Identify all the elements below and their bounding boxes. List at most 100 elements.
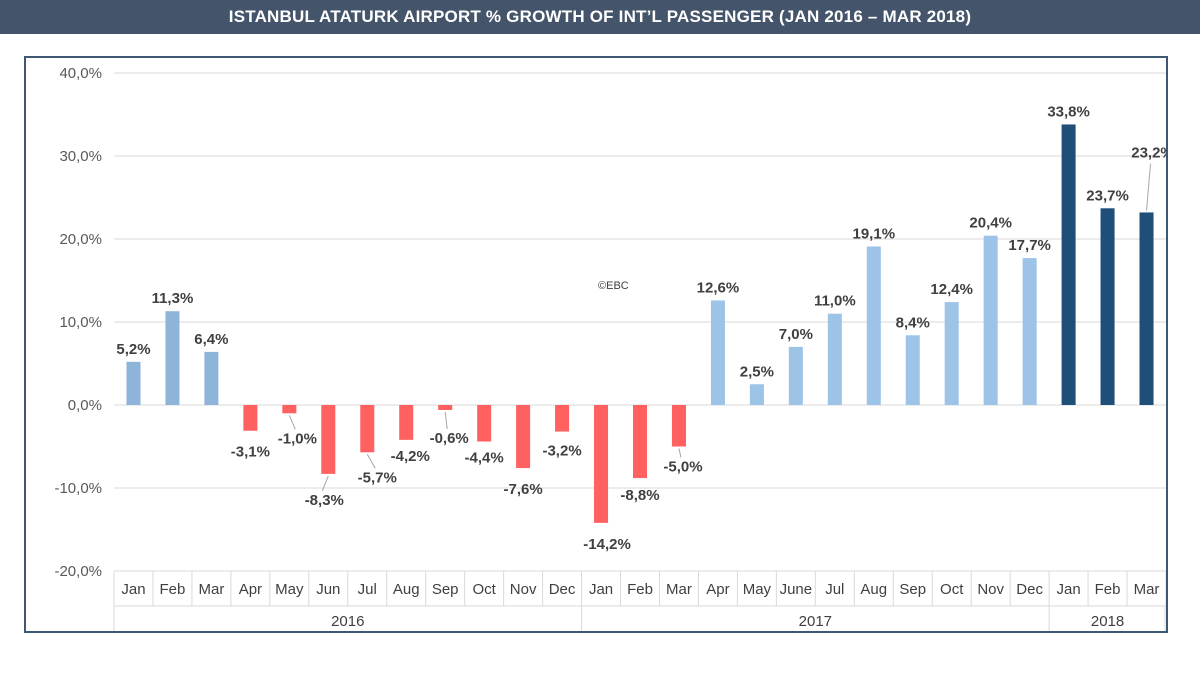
x-tick-label: May <box>743 581 772 598</box>
data-label: 19,1% <box>853 225 896 242</box>
data-label: 6,4% <box>194 331 228 348</box>
data-label: -5,0% <box>663 459 702 476</box>
x-tick-label: Jul <box>358 581 377 598</box>
data-label: 11,0% <box>814 293 856 310</box>
y-tick-label: -20,0% <box>54 563 102 580</box>
bar <box>282 405 297 414</box>
growth-bar-chart: ©EBC 40,0% 30,0% 20,0% 10,0% 0,0% -10,0% -20,0… <box>54 65 1166 631</box>
label-leader-line <box>321 475 329 492</box>
x-tick-label: Jan <box>1056 581 1080 598</box>
year-label: 2017 <box>799 613 832 630</box>
year-label: 2018 <box>1091 613 1124 630</box>
data-label: 5,2% <box>116 341 150 358</box>
x-tick-label: Mar <box>1134 581 1160 598</box>
x-tick-label: Mar <box>666 581 692 598</box>
bar <box>827 313 842 405</box>
data-label: 33,8% <box>1047 103 1090 120</box>
bar <box>788 346 803 405</box>
x-tick-label: Sep <box>899 581 926 598</box>
bar <box>126 361 141 405</box>
x-tick-label: Nov <box>977 581 1004 598</box>
x-tick-label: Sep <box>432 581 459 598</box>
y-tick-label: 40,0% <box>59 65 102 82</box>
data-label: 12,4% <box>930 281 973 298</box>
x-tick-label: Feb <box>1095 581 1121 598</box>
bar <box>671 405 686 447</box>
watermark-text: ©EBC <box>598 280 629 292</box>
x-tick-label: Aug <box>860 581 887 598</box>
bar <box>243 405 258 431</box>
x-tick-label: Nov <box>510 581 537 598</box>
bar <box>165 311 180 405</box>
x-tick-label: Jan <box>589 581 613 598</box>
bar <box>477 405 492 442</box>
bar <box>905 335 920 405</box>
data-label: -0,6% <box>430 430 469 447</box>
x-tick-label: Apr <box>239 581 262 598</box>
page-title: ISTANBUL ATATURK AIRPORT % GROWTH OF INT… <box>228 7 972 26</box>
y-tick-label: 10,0% <box>59 314 102 331</box>
data-label: -8,3% <box>305 492 344 509</box>
data-label: -1,0% <box>278 430 317 447</box>
data-label: 17,7% <box>1008 237 1051 254</box>
x-tick-label: Jan <box>121 581 145 598</box>
x-tick-label: May <box>275 581 304 598</box>
bar <box>360 405 375 453</box>
data-label: -8,8% <box>620 487 659 504</box>
data-label: 2,5% <box>740 363 774 380</box>
bar <box>944 302 959 405</box>
x-tick-label: Jun <box>316 581 340 598</box>
x-tick-label: Dec <box>1016 581 1043 598</box>
x-tick-label: Feb <box>627 581 653 598</box>
y-tick-label: 30,0% <box>59 148 102 165</box>
bar <box>204 351 219 405</box>
x-tick-label: Mar <box>198 581 224 598</box>
bar <box>438 405 453 410</box>
data-label: 8,4% <box>896 314 930 331</box>
bar <box>632 405 648 479</box>
data-label: 12,6% <box>697 279 740 296</box>
x-tick-label: June <box>780 581 813 598</box>
x-tick-label: Jul <box>825 581 844 598</box>
bar <box>399 405 414 440</box>
data-label: -3,1% <box>231 444 270 461</box>
x-tick-label: Aug <box>393 581 420 598</box>
x-tick-label: Feb <box>160 581 186 598</box>
bar <box>321 405 336 474</box>
y-tick-label: 20,0% <box>59 231 102 248</box>
bar <box>516 405 531 469</box>
bar <box>1100 208 1115 405</box>
bar <box>710 300 725 405</box>
chart-frame: ©EBC 40,0% 30,0% 20,0% 10,0% 0,0% -10,0% -20,0… <box>24 56 1168 633</box>
x-tick-label: Oct <box>940 581 964 598</box>
data-label: -14,2% <box>583 536 631 553</box>
y-tick-label: -10,0% <box>54 480 102 497</box>
bar <box>594 405 609 523</box>
data-label: 23,2% <box>1131 145 1166 162</box>
label-leader-line <box>678 448 682 458</box>
x-tick-label: Oct <box>472 581 496 598</box>
bar <box>1061 124 1076 406</box>
bar <box>1022 258 1037 405</box>
title-bar: ISTANBUL ATATURK AIRPORT % GROWTH OF INT… <box>0 0 1200 34</box>
data-label: 20,4% <box>969 215 1012 232</box>
bar <box>1139 212 1154 405</box>
label-leader-line <box>1146 163 1152 211</box>
label-leader-line <box>288 415 296 430</box>
data-label: -7,6% <box>504 481 543 498</box>
data-label: 11,3% <box>152 290 194 307</box>
data-label: -5,7% <box>358 469 397 486</box>
year-label: 2016 <box>331 613 364 630</box>
x-tick-label: Apr <box>706 581 729 598</box>
data-label: -4,2% <box>391 448 430 465</box>
label-leader-line <box>366 454 376 469</box>
data-label: 7,0% <box>779 326 813 343</box>
bar <box>749 384 764 405</box>
x-tick-label: Dec <box>549 581 576 598</box>
data-label: -3,2% <box>542 443 581 460</box>
label-leader-line <box>444 411 448 430</box>
bar <box>555 405 570 432</box>
y-tick-label: 0,0% <box>68 397 102 414</box>
data-label: 23,7% <box>1086 187 1129 204</box>
data-label: -4,4% <box>465 450 504 467</box>
